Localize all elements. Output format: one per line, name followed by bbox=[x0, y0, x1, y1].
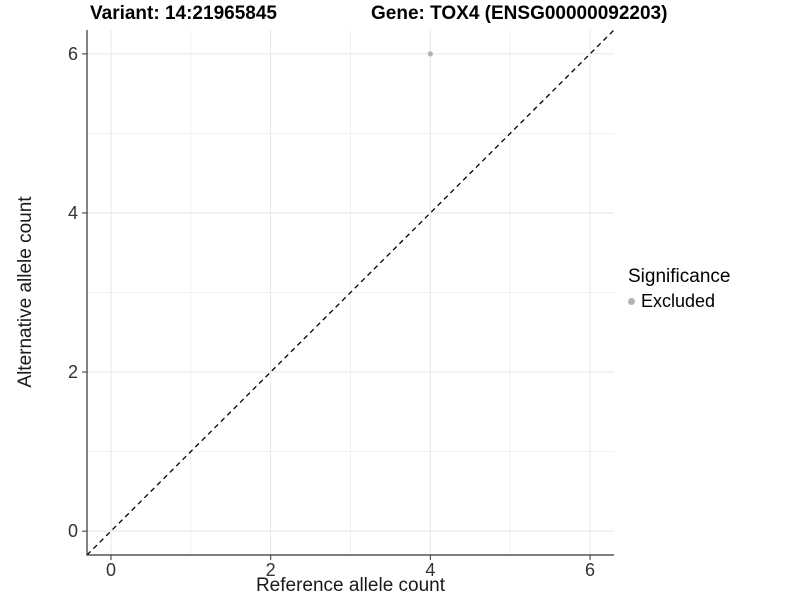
y-tick-label: 6 bbox=[68, 44, 78, 64]
identity-dashed-line bbox=[86, 29, 615, 556]
excluded-point-icon bbox=[628, 298, 635, 305]
y-tick-label: 0 bbox=[68, 521, 78, 541]
x-tick-label: 0 bbox=[106, 560, 116, 580]
x-tick-label: 6 bbox=[585, 560, 595, 580]
x-tick-label: 2 bbox=[266, 560, 276, 580]
x-axis-label: Reference allele count bbox=[255, 575, 446, 596]
legend-title: Significance bbox=[628, 266, 731, 287]
data-point-excluded bbox=[427, 51, 433, 57]
legend-entry-excluded: Excluded bbox=[628, 291, 730, 312]
y-axis-label: Alternative allele count bbox=[15, 196, 36, 388]
y-tick-label: 2 bbox=[68, 362, 78, 382]
y-tick-label: 4 bbox=[68, 203, 78, 223]
plot-title-variant: Variant: 14:21965845 bbox=[90, 3, 277, 24]
x-tick-label: 4 bbox=[425, 560, 435, 580]
legend: Significance Excluded bbox=[628, 265, 730, 312]
plot-title-gene: Gene: TOX4 (ENSG00000092203) bbox=[371, 3, 668, 24]
legend-entry-label: Excluded bbox=[641, 291, 716, 311]
